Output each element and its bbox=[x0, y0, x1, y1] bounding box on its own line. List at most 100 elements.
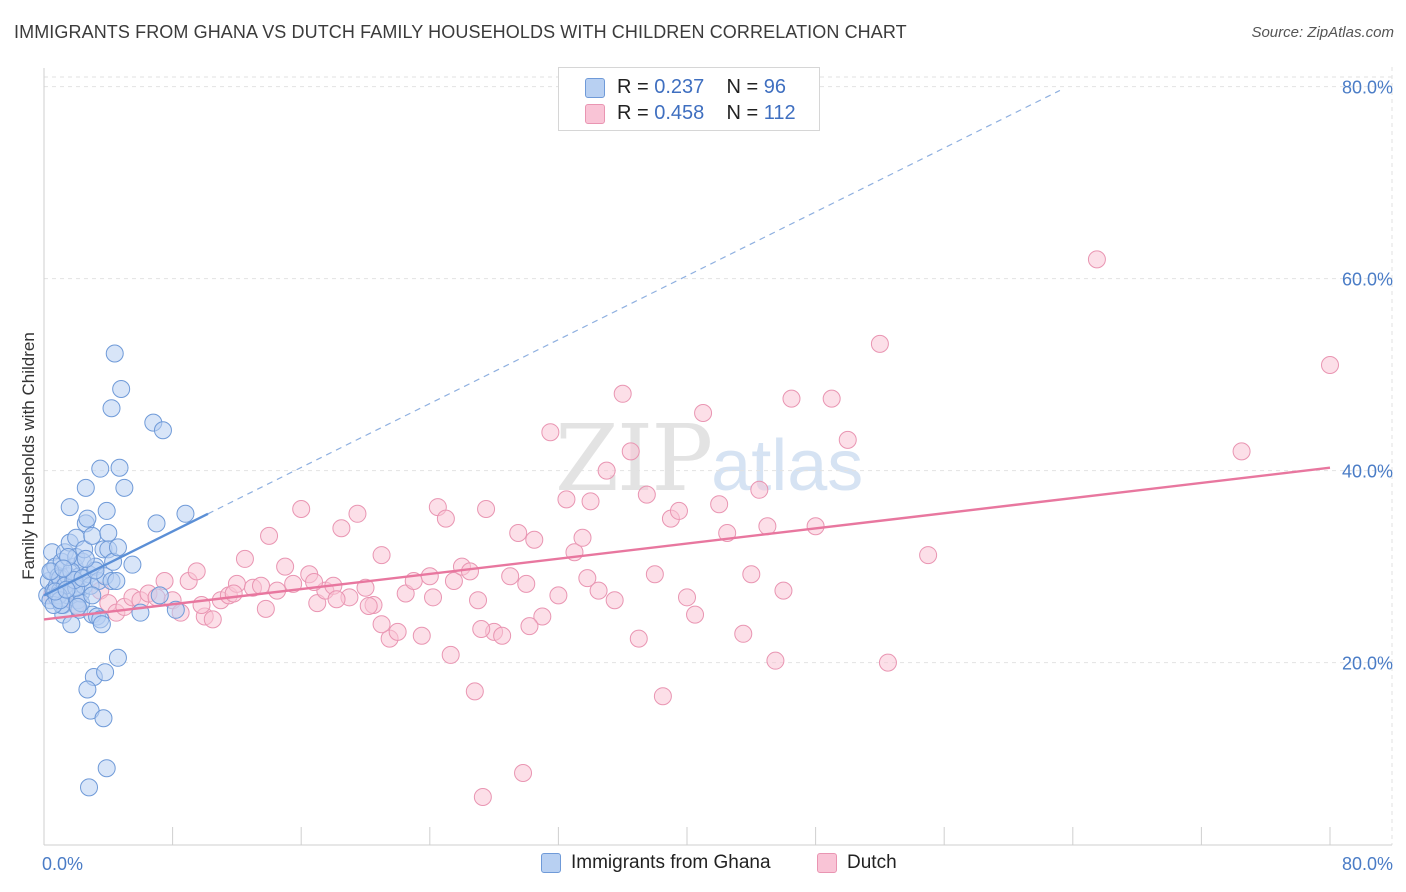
legend-swatch-dutch bbox=[585, 104, 605, 124]
point-dutch bbox=[669, 501, 688, 520]
point-dutch bbox=[372, 546, 391, 565]
point-dutch bbox=[235, 549, 254, 568]
point-dutch bbox=[629, 629, 648, 648]
point-dutch bbox=[653, 687, 672, 706]
point-dutch bbox=[878, 653, 897, 672]
legend-n-value-ghana: 96 bbox=[763, 76, 787, 98]
point-ghana bbox=[123, 555, 142, 574]
point-dutch bbox=[1232, 442, 1251, 461]
point-dutch bbox=[187, 562, 206, 581]
point-dutch bbox=[477, 500, 496, 518]
point-dutch bbox=[645, 565, 664, 584]
point-dutch bbox=[686, 605, 705, 624]
point-dutch bbox=[525, 530, 544, 549]
point-dutch bbox=[919, 546, 938, 565]
point-dutch bbox=[372, 615, 391, 634]
point-ghana bbox=[99, 524, 118, 542]
point-dutch bbox=[276, 557, 295, 576]
point-ghana bbox=[76, 478, 95, 497]
point-ghana bbox=[80, 778, 99, 797]
bottom-legend-swatch-ghana bbox=[541, 853, 561, 873]
watermark-atlas: atlas bbox=[711, 426, 864, 506]
point-ghana bbox=[78, 509, 97, 528]
point-dutch bbox=[589, 581, 608, 600]
point-dutch bbox=[597, 461, 616, 480]
point-dutch bbox=[1087, 250, 1106, 269]
point-ghana bbox=[76, 549, 95, 568]
y-tick-label: 40.0% bbox=[1342, 462, 1393, 482]
point-dutch bbox=[327, 590, 346, 609]
point-ghana bbox=[153, 421, 172, 440]
point-ghana bbox=[96, 663, 115, 682]
trend-ghana-extension bbox=[207, 89, 1061, 515]
point-ghana bbox=[78, 680, 97, 699]
point-dutch bbox=[284, 574, 303, 593]
point-dutch bbox=[557, 490, 576, 509]
point-dutch bbox=[734, 624, 753, 643]
point-ghana bbox=[94, 709, 113, 728]
point-dutch bbox=[424, 588, 443, 607]
point-dutch bbox=[436, 509, 455, 528]
point-ghana bbox=[176, 504, 195, 523]
y-tick-label: 60.0% bbox=[1342, 270, 1393, 290]
point-dutch bbox=[203, 610, 222, 629]
point-dutch bbox=[332, 519, 351, 538]
trend-dutch bbox=[43, 466, 1331, 621]
point-dutch bbox=[742, 565, 761, 584]
x-tick-label-max: 80.0% bbox=[1342, 854, 1393, 874]
data-points bbox=[38, 250, 1339, 806]
point-dutch bbox=[256, 599, 275, 618]
point-dutch bbox=[509, 524, 528, 542]
legend-r-label: R = bbox=[617, 76, 649, 98]
point-ghana bbox=[115, 478, 134, 497]
point-dutch bbox=[750, 480, 769, 499]
tick-labels: 20.0% 40.0% 60.0% 80.0% 0.0% 80.0% bbox=[42, 78, 1393, 874]
point-dutch bbox=[549, 586, 568, 605]
legend-r-label: R = bbox=[617, 102, 649, 124]
correlation-legend: R = 0.237 N = 96 R = 0.458 N = 112 bbox=[558, 67, 820, 131]
point-dutch bbox=[260, 526, 279, 545]
point-dutch bbox=[472, 620, 491, 638]
point-dutch bbox=[637, 485, 656, 504]
point-dutch bbox=[292, 500, 311, 518]
bottom-legend-swatch-dutch bbox=[817, 853, 837, 873]
point-ghana bbox=[150, 586, 169, 605]
point-dutch bbox=[412, 626, 431, 645]
x-tick-label-min: 0.0% bbox=[42, 854, 83, 874]
point-dutch bbox=[420, 567, 439, 586]
point-dutch bbox=[870, 334, 889, 353]
point-dutch bbox=[460, 562, 479, 581]
point-dutch bbox=[441, 645, 460, 664]
gridlines bbox=[44, 67, 1393, 845]
point-dutch bbox=[252, 576, 271, 595]
point-dutch bbox=[541, 423, 560, 442]
point-dutch bbox=[493, 626, 512, 645]
point-ghana bbox=[91, 459, 110, 478]
point-dutch bbox=[465, 682, 484, 701]
point-ghana bbox=[108, 538, 127, 557]
legend-n-label: N = bbox=[726, 76, 759, 98]
point-ghana bbox=[105, 344, 124, 363]
point-dutch bbox=[517, 574, 536, 593]
point-dutch bbox=[501, 567, 520, 586]
trend-ghana bbox=[43, 512, 209, 597]
point-dutch bbox=[621, 442, 640, 461]
point-dutch bbox=[806, 517, 825, 536]
point-dutch bbox=[520, 617, 539, 636]
point-dutch bbox=[605, 591, 624, 610]
point-dutch bbox=[1321, 356, 1339, 374]
y-tick-label: 80.0% bbox=[1342, 78, 1393, 98]
point-ghana bbox=[60, 498, 79, 517]
point-ghana bbox=[147, 514, 166, 533]
zipatlas-watermark: ZIPatlas bbox=[555, 405, 863, 512]
y-tick-label: 20.0% bbox=[1342, 654, 1393, 674]
trend-lines bbox=[43, 89, 1331, 621]
y-axis-label: Family Households with Children bbox=[19, 332, 38, 580]
point-ghana bbox=[102, 399, 121, 418]
source-credit: Source: ZipAtlas.com bbox=[1251, 24, 1394, 41]
point-ghana bbox=[110, 458, 129, 477]
point-dutch bbox=[766, 651, 785, 670]
point-ghana bbox=[68, 597, 87, 616]
point-dutch bbox=[581, 492, 600, 511]
